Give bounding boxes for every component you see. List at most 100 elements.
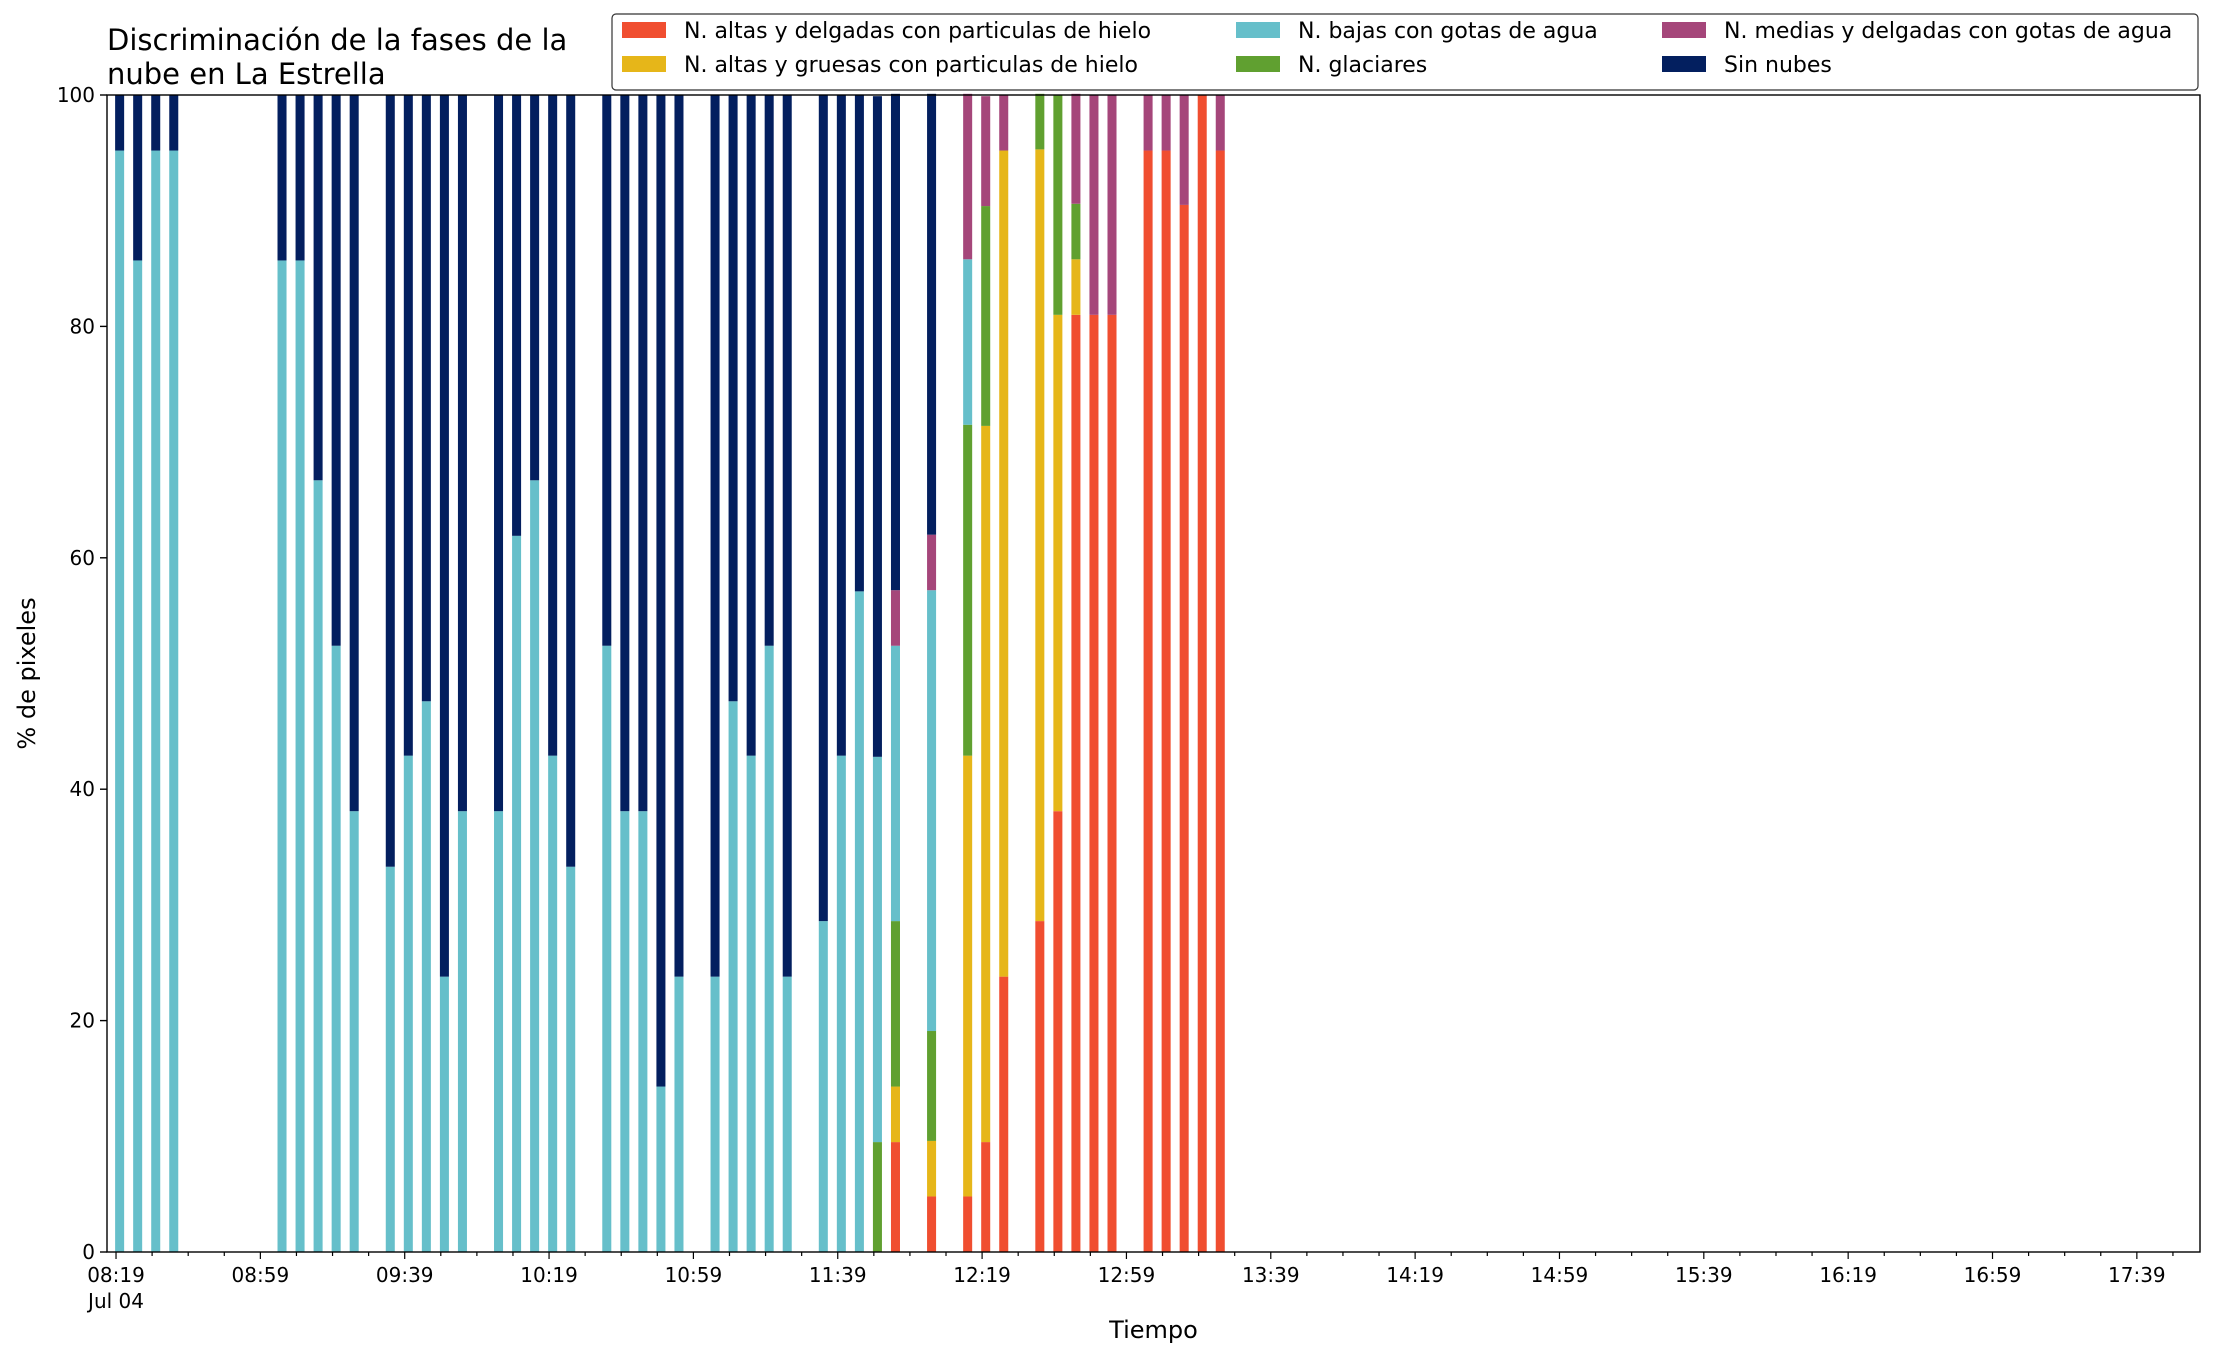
bar-segment-altas-delgadas <box>1179 204 1189 1252</box>
bar-segment-altas-gruesas <box>1035 149 1045 922</box>
bar-segment-sin-nubes <box>818 95 828 922</box>
bar-segment-altas-gruesas <box>963 755 973 1197</box>
bar-segment-sin-nubes <box>656 95 666 1087</box>
x-tick-label: 10:59 <box>665 1263 723 1287</box>
bar-segment-altas-delgadas <box>1089 314 1099 1253</box>
bar-segment-bajas <box>512 535 522 1252</box>
bar-segment-altas-delgadas <box>981 1142 991 1252</box>
bar-segment-medias <box>1161 95 1171 151</box>
bar-segment-altas-delgadas <box>927 1196 937 1252</box>
bar-segment-sin-nubes <box>530 95 540 481</box>
legend-label: N. glaciares <box>1298 53 1427 78</box>
bar-segment-sin-nubes <box>115 95 125 151</box>
bar-segment-altas-delgadas <box>1197 95 1207 1252</box>
bar-segment-medias <box>1089 95 1099 315</box>
bar-segment-sin-nubes <box>548 95 558 756</box>
bar-segment-sin-nubes <box>638 95 648 812</box>
bar-segment-altas-delgadas <box>1053 811 1063 1252</box>
bar-segment-sin-nubes <box>349 95 359 812</box>
bar-segment-altas-delgadas <box>1215 150 1225 1252</box>
bar-segment-bajas <box>403 755 413 1252</box>
bar-segment-bajas <box>530 480 540 1252</box>
bar-segment-bajas <box>169 150 179 1252</box>
bar-segment-sin-nubes <box>151 95 161 151</box>
legend-swatch-sin-nubes <box>1662 56 1706 72</box>
y-axis-label: % de pixeles <box>13 597 41 749</box>
bar-segment-bajas <box>151 150 161 1252</box>
bar-segment-bajas <box>746 755 756 1252</box>
legend-swatch-glaciares <box>1236 56 1280 72</box>
bar-segment-bajas <box>818 921 828 1252</box>
bar-segment-bajas <box>439 976 449 1252</box>
bar-segment-medias <box>963 93 973 260</box>
bar-segment-altas-delgadas <box>1107 314 1117 1253</box>
bar-segment-bajas <box>494 811 504 1252</box>
bar-segment-medias <box>981 96 991 207</box>
bar-segment-glaciares <box>927 1031 937 1141</box>
bar-segment-bajas <box>963 259 973 425</box>
bar-segment-bajas <box>638 811 648 1252</box>
bar-segment-altas-gruesas <box>981 425 991 1143</box>
x-axis-label: Tiempo <box>1108 1316 1198 1344</box>
y-tick-label: 100 <box>57 83 95 107</box>
bar-segment-altas-gruesas <box>1053 314 1063 812</box>
x-tick-label: 16:59 <box>1964 1263 2022 1287</box>
bar-segment-medias <box>1071 93 1081 204</box>
x-tick-label: 09:39 <box>376 1263 434 1287</box>
x-tick-label: 08:19 <box>87 1263 145 1287</box>
bar-segment-altas-delgadas <box>890 1142 900 1252</box>
bar-segment-bajas <box>656 1086 666 1252</box>
bar-segment-sin-nubes <box>927 93 937 535</box>
bar-segment-altas-delgadas <box>963 1196 973 1252</box>
bar-segment-bajas <box>277 260 287 1252</box>
bar-segment-glaciares <box>1053 95 1063 315</box>
bar-segment-glaciares <box>872 1142 882 1252</box>
legend-label: Sin nubes <box>1724 53 1832 78</box>
bar-segment-sin-nubes <box>295 95 305 261</box>
bar-segment-sin-nubes <box>277 95 287 261</box>
y-tick-label: 60 <box>70 546 95 570</box>
y-tick-label: 0 <box>82 1240 95 1264</box>
bar-segment-altas-gruesas <box>927 1140 937 1197</box>
bar-segment-bajas <box>566 866 576 1252</box>
bar-segment-bajas <box>728 701 738 1252</box>
bar-segment-bajas <box>421 701 431 1252</box>
y-axis: 0 20 40 60 80 100 <box>57 83 107 1264</box>
bar-segment-sin-nubes <box>836 95 846 756</box>
bar-segment-sin-nubes <box>494 95 504 812</box>
chart-title-line: Discriminación de la fases de la <box>107 23 567 57</box>
bar-segment-altas-gruesas <box>1071 259 1081 315</box>
x-date-label: Jul 04 <box>86 1289 144 1313</box>
bar-segment-bajas <box>548 755 558 1252</box>
bar-segment-bajas <box>836 755 846 1252</box>
x-tick-label: 14:19 <box>1386 1263 1444 1287</box>
bar-segment-altas-delgadas <box>1143 150 1153 1252</box>
legend-swatch-altas-delgadas <box>622 22 666 38</box>
bar-segment-sin-nubes <box>872 96 882 757</box>
legend-label: N. altas y delgadas con particulas de hi… <box>684 19 1151 44</box>
x-tick-label: 16:19 <box>1819 1263 1877 1287</box>
bar-segment-glaciares <box>890 921 900 1087</box>
bar-segment-sin-nubes <box>782 95 792 977</box>
bar-segment-sin-nubes <box>710 95 720 977</box>
bar-segment-sin-nubes <box>403 95 413 756</box>
bar-segment-sin-nubes <box>746 95 756 756</box>
bar-segment-sin-nubes <box>421 95 431 702</box>
bar-segment-bajas <box>620 811 630 1252</box>
bar-segment-bajas <box>710 976 720 1252</box>
bar-segment-bajas <box>854 591 864 1252</box>
bar-segment-bajas <box>115 150 125 1252</box>
bar-segment-bajas <box>927 590 937 1032</box>
bar-segment-sin-nubes <box>620 95 630 812</box>
bar-segment-altas-delgadas <box>1161 150 1171 1252</box>
legend: N. altas y delgadas con particulas de hi… <box>611 13 2199 91</box>
bar-segment-bajas <box>331 645 341 1252</box>
legend-swatch-altas-gruesas <box>622 56 666 72</box>
bar-segment-bajas <box>872 756 882 1143</box>
bars-layer <box>115 93 1225 1253</box>
bar-segment-bajas <box>674 976 684 1252</box>
bar-segment-bajas <box>602 645 612 1252</box>
bar-segment-medias <box>1179 95 1189 205</box>
bar-segment-sin-nubes <box>512 95 522 536</box>
